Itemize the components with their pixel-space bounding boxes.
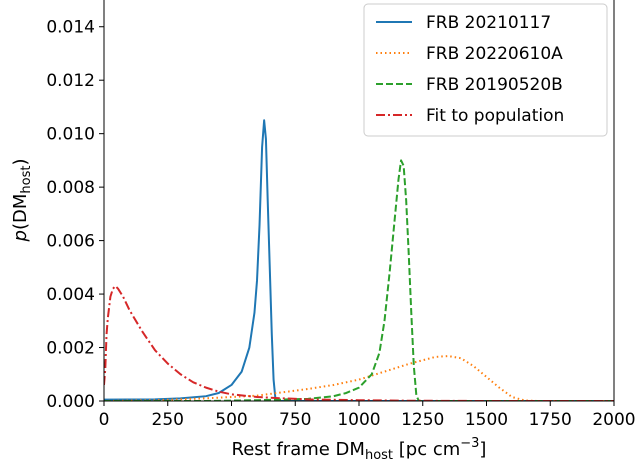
x-tick-label-5: 1250 xyxy=(401,410,444,430)
y-tick-label-3: 0.006 xyxy=(46,232,95,252)
x-tick-label-8: 2000 xyxy=(592,410,635,430)
series-line-0 xyxy=(104,119,614,401)
y-tick-label-4: 0.008 xyxy=(46,178,95,198)
x-tick-label-4: 1000 xyxy=(337,410,380,430)
y-tick-label-0: 0.000 xyxy=(46,392,95,412)
series-line-3 xyxy=(104,285,614,401)
x-tick-label-1: 250 xyxy=(152,410,184,430)
axes-layer: 0 250 500 750 1000 1250 1500 1750 2000 0.000 0.002… xyxy=(46,0,636,430)
x-tick-label-7: 1750 xyxy=(529,410,572,430)
x-tick-label-0: 0 xyxy=(99,410,110,430)
series-line-2 xyxy=(104,159,614,401)
y-tick-label-2: 0.004 xyxy=(46,285,95,305)
legend-label-1: FRB 20220610A xyxy=(426,44,563,64)
legend-label-2: FRB 20190520B xyxy=(426,75,563,95)
y-tick-label-1: 0.002 xyxy=(46,339,95,359)
y-tick-label-6: 0.012 xyxy=(46,71,95,91)
x-tick-label-3: 750 xyxy=(279,410,311,430)
legend-box xyxy=(363,3,608,137)
x-axis-label: Rest frame DMhost [pc cm−3] xyxy=(232,436,487,463)
series-layer xyxy=(104,119,614,401)
y-axis-label: p(DMhost) xyxy=(10,159,34,243)
legend-label-3: Fit to population xyxy=(426,106,564,126)
y-tick-label-5: 0.010 xyxy=(46,125,95,145)
x-tick-label-6: 1500 xyxy=(465,410,508,430)
series-line-1 xyxy=(104,355,614,401)
y-tick-label-7: 0.014 xyxy=(46,18,95,38)
legend-label-0: FRB 20210117 xyxy=(426,13,551,33)
legend: FRB 20210117 FRB 20220610A FRB 20190520B Fi… xyxy=(363,3,608,137)
x-tick-label-2: 500 xyxy=(215,410,247,430)
